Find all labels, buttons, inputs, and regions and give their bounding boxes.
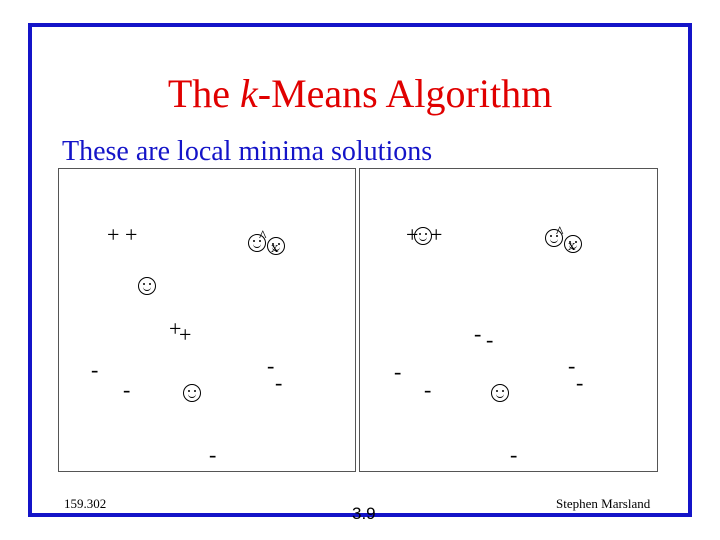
smiley-face-icon — [248, 234, 266, 252]
caret-mark: ^ — [556, 224, 564, 241]
title-suffix: -Means Algorithm — [257, 71, 553, 116]
smiley-face-icon — [138, 277, 156, 295]
caret-mark: ^ — [259, 228, 267, 245]
plus-point: + — [430, 222, 443, 247]
smiley-face-icon — [183, 384, 201, 402]
plus-point: + — [169, 316, 182, 341]
left-clustering-panel: + + + + ^ x - - - - - — [58, 168, 356, 472]
course-code: 159.302 — [64, 496, 107, 511]
smiley-face-icon — [564, 235, 582, 253]
minus-point: - — [209, 442, 217, 467]
slide-subtitle: These are local minima solutions — [62, 136, 433, 167]
smiley-face-icon — [267, 237, 285, 255]
minus-point: - — [123, 377, 131, 402]
minus-point: - — [91, 357, 99, 382]
minus-point: - — [267, 353, 275, 378]
title-k: k — [240, 71, 258, 116]
right-clustering-panel: + + ^ x - - - - - - - — [359, 168, 658, 472]
minus-point: - — [474, 321, 482, 346]
smiley-face-icon — [414, 227, 432, 245]
plus-point: + — [179, 322, 192, 347]
minus-point: - — [568, 353, 576, 378]
slide-title: The k-Means Algorithm — [0, 70, 720, 117]
minus-point: - — [576, 370, 584, 395]
plus-point: + — [125, 222, 138, 247]
minus-point: - — [510, 442, 518, 467]
slide-number: 3.9 — [352, 504, 376, 523]
title-prefix: The — [167, 71, 240, 116]
smiley-face-icon — [491, 384, 509, 402]
smiley-face-icon — [545, 229, 563, 247]
minus-point: - — [275, 370, 283, 395]
minus-point: - — [424, 377, 432, 402]
author-name: Stephen Marsland — [556, 496, 651, 511]
plus-point: + — [107, 222, 120, 247]
minus-point: - — [394, 359, 402, 384]
minus-point: - — [486, 327, 494, 352]
